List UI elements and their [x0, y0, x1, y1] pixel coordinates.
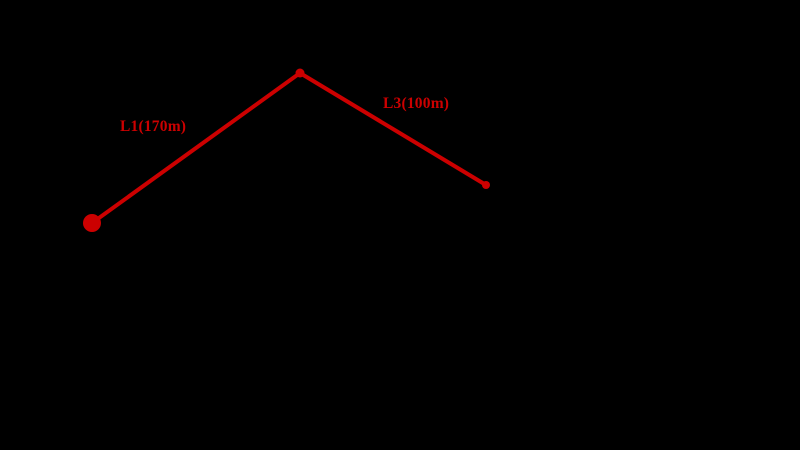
segment-label-L1: L1(170m) [120, 118, 186, 135]
apex-node-marker[interactable] [295, 68, 305, 78]
end-node-marker[interactable] [482, 181, 490, 189]
start-node-marker[interactable] [83, 214, 101, 232]
segment-label-L3: L3(100m) [383, 95, 449, 112]
segment-line-L3 [298, 71, 488, 187]
segment-line-L1 [90, 71, 302, 225]
